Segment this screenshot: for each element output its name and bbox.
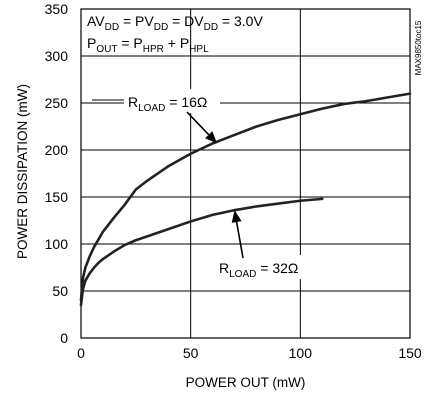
condition-line-1: AVDD = PVDD = DVDD = 3.0V	[87, 13, 263, 33]
series-32-label: RLOAD = 32Ω	[219, 260, 298, 280]
cond2-sub-2: HPR	[143, 44, 164, 55]
series-16-ohm-curve	[79, 92, 412, 302]
series-16-label-tail: = 16Ω	[165, 94, 207, 110]
condition-line-2: POUT = PHPR + PHPL	[87, 35, 209, 55]
series-16-arrowhead	[205, 131, 217, 144]
cond2-sub-1: OUT	[96, 44, 117, 55]
x-tick-label-50: 50	[183, 345, 199, 361]
cond1-text-1: = PV	[119, 13, 154, 29]
y-tick-label-250: 250	[45, 95, 69, 111]
y-tick-label-0: 0	[60, 330, 68, 346]
series-16-label-background	[124, 89, 220, 113]
series-16-label-main: R	[128, 94, 138, 110]
cond2-text-2: + P	[164, 35, 189, 51]
plot-frame	[80, 8, 411, 339]
x-axis-title: POWER OUT (mW)	[186, 375, 306, 390]
series-32-label-background	[215, 255, 313, 279]
figure-id: MAX9850toc15	[414, 20, 423, 75]
cond1-sub-1: DD	[105, 22, 119, 33]
series-16-label: RLOAD = 16Ω	[128, 94, 207, 114]
x-tick-label-0: 0	[77, 345, 85, 361]
cond2-text-1: = P	[117, 35, 142, 51]
series-32-label-tail: = 32Ω	[256, 260, 298, 276]
y-tick-label-200: 200	[45, 142, 69, 158]
cond1-sub-2: DD	[154, 22, 168, 33]
cond2-sub-3: HPL	[189, 44, 209, 55]
cond1-prefix: AV	[87, 13, 105, 29]
x-tick-label-100: 100	[289, 345, 313, 361]
y-axis-title: POWER DISSIPATION (mW)	[15, 84, 30, 259]
y-tick-label-50: 50	[52, 283, 68, 299]
y-tick-label-300: 300	[45, 48, 69, 64]
y-tick-label-100: 100	[45, 236, 69, 252]
series-32-label-main: R	[219, 260, 229, 276]
series-curves	[79, 92, 412, 307]
series-16-label-sub: LOAD	[138, 103, 165, 114]
cond1-text-2: = DV	[168, 13, 204, 29]
cond1-sub-3: DD	[204, 22, 218, 33]
tick-labels: 0 50 100 150 0 50 100 150 200 250 300 350	[45, 1, 422, 361]
series-16-pointer-arrow	[186, 111, 210, 136]
cond2-prefix: P	[87, 35, 96, 51]
grid-lines	[81, 9, 410, 338]
y-tick-label-150: 150	[45, 189, 69, 205]
cond1-text-3: = 3.0V	[218, 13, 263, 29]
series-32-pointer-arrow	[235, 221, 244, 259]
x-tick-label-150: 150	[398, 345, 422, 361]
series-32-label-sub: LOAD	[229, 269, 256, 280]
series-32-arrowhead	[231, 210, 242, 223]
y-tick-label-350: 350	[45, 1, 69, 17]
series-32-ohm-curve	[79, 197, 324, 307]
